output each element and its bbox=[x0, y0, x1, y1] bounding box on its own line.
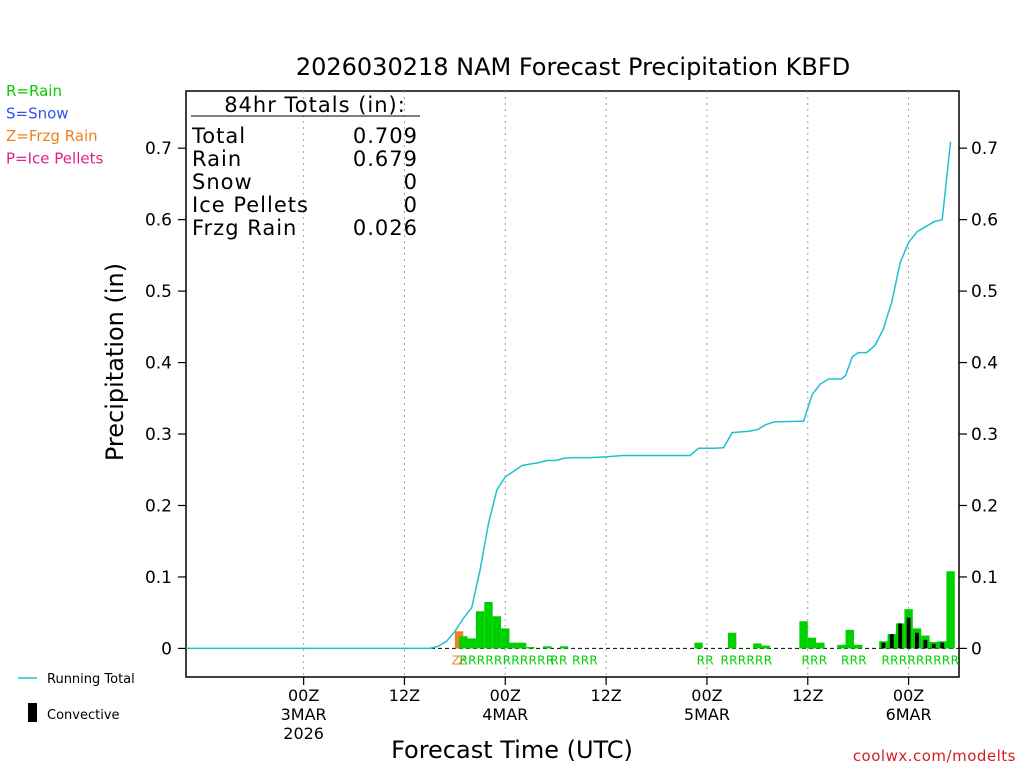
x-tick-label: 12Z bbox=[792, 686, 823, 705]
precip-bar-convective bbox=[931, 644, 936, 649]
type-legend-item: S=Snow bbox=[6, 105, 69, 123]
totals-label: Snow bbox=[192, 170, 253, 194]
x-tick-label: 00Z bbox=[893, 686, 924, 705]
totals-label: Ice Pellets bbox=[192, 193, 309, 217]
x-tick-label: 00Z bbox=[691, 686, 722, 705]
precip-bar-rain bbox=[761, 645, 770, 649]
precip-bar-rain bbox=[816, 642, 825, 649]
totals-value: 0 bbox=[404, 170, 418, 194]
y-tick-label-right: 0 bbox=[971, 639, 982, 659]
precip-bar-rain bbox=[484, 601, 493, 649]
y-tick-label-right: 0.1 bbox=[971, 568, 998, 588]
y-tick-label-right: 0.4 bbox=[971, 354, 998, 374]
x-tick-year: 2026 bbox=[283, 724, 324, 743]
precip-bar-convective bbox=[898, 623, 903, 649]
y-tick-label-right: 0.6 bbox=[971, 211, 998, 231]
x-tick-date: 3MAR bbox=[281, 705, 327, 724]
precip-bar-rain bbox=[946, 571, 955, 649]
precip-bar-rain bbox=[459, 636, 468, 649]
precip-type-label: RRRRRRRRRRR bbox=[459, 653, 554, 667]
totals-value: 0.679 bbox=[353, 147, 418, 171]
precip-type-label: RR bbox=[697, 653, 714, 667]
precip-bar-rain bbox=[467, 638, 476, 649]
totals-value: 0 bbox=[404, 193, 418, 217]
y-tick-label-left: 0.2 bbox=[145, 496, 172, 516]
x-tick-date: 4MAR bbox=[482, 705, 528, 724]
precip-type-label: Z bbox=[458, 653, 467, 667]
precip-bar-rain bbox=[799, 621, 808, 649]
precip-bar-rain bbox=[492, 616, 502, 649]
x-tick-label: 12Z bbox=[590, 686, 621, 705]
precip-bar-convective bbox=[940, 642, 945, 649]
y-tick-label-left: 0.1 bbox=[145, 568, 172, 588]
y-tick-label-right: 0.7 bbox=[971, 139, 998, 159]
convective-legend-label: Convective bbox=[47, 708, 120, 723]
running-total-legend-label: Running Total bbox=[47, 672, 135, 687]
y-tick-label-right: 0.3 bbox=[971, 425, 998, 445]
x-tick-date: 5MAR bbox=[684, 705, 730, 724]
precip-bar-convective bbox=[881, 642, 886, 649]
precip-bar-rain bbox=[517, 642, 527, 649]
precip-bar-convective bbox=[915, 632, 919, 649]
precip-type-label: RRRRRRRRR bbox=[881, 653, 959, 667]
running-total-line bbox=[186, 141, 952, 650]
totals-heading: 84hr Totals (in): bbox=[224, 93, 406, 117]
precip-bar-rain bbox=[501, 628, 510, 649]
x-tick-date: 6MAR bbox=[886, 705, 932, 724]
precip-bar-rain bbox=[845, 629, 854, 649]
type-legend-item: R=Rain bbox=[6, 82, 62, 100]
precip-bar-rain bbox=[727, 632, 737, 649]
precip-bar-rain bbox=[837, 644, 846, 649]
precip-type-label: RR bbox=[550, 653, 567, 667]
totals-value: 0.026 bbox=[353, 216, 418, 240]
precip-bar-convective bbox=[906, 617, 911, 649]
precip-bar-rain bbox=[475, 611, 485, 649]
precip-bar-rain bbox=[753, 643, 762, 649]
y-axis-label: Precipitation (in) bbox=[101, 263, 129, 461]
precip-bar-rain bbox=[509, 642, 518, 649]
precip-bar-rain bbox=[853, 644, 863, 649]
precip-type-label: RRRRRR bbox=[721, 653, 773, 667]
y-tick-label-left: 0.5 bbox=[145, 282, 172, 302]
y-tick-label-left: 0.3 bbox=[145, 425, 172, 445]
precip-bar-rain bbox=[807, 637, 817, 649]
y-tick-label-right: 0.2 bbox=[971, 496, 998, 516]
chart-title: 2026030218 NAM Forecast Precipitation KB… bbox=[296, 53, 850, 81]
y-tick-label-left: 0.7 bbox=[145, 139, 172, 159]
precip-bar-convective bbox=[889, 634, 894, 649]
type-legend-item: Z=Frzg Rain bbox=[6, 127, 98, 145]
precip-bar-rain bbox=[526, 646, 535, 649]
totals-label: Rain bbox=[192, 147, 242, 171]
plot-frame bbox=[185, 90, 960, 678]
precip-type-label: RRR bbox=[572, 653, 598, 667]
precip-bar-convective bbox=[923, 639, 928, 649]
watermark: coolwx.com/modelts bbox=[853, 747, 1016, 765]
precip-bar-rain bbox=[694, 642, 703, 649]
y-tick-label-left: 0 bbox=[161, 639, 172, 659]
precip-bar-rain bbox=[559, 646, 569, 649]
precip-type-label: RRR bbox=[802, 653, 828, 667]
x-tick-label: 00Z bbox=[288, 686, 319, 705]
totals-label: Frzg Rain bbox=[192, 216, 297, 240]
x-tick-label: 00Z bbox=[490, 686, 521, 705]
y-tick-label-right: 0.5 bbox=[971, 282, 998, 302]
y-tick-label-left: 0.6 bbox=[145, 211, 172, 231]
precip-type-label: RRR bbox=[841, 653, 867, 667]
precip-bar-rain bbox=[543, 646, 552, 649]
precip-type-label: Z bbox=[451, 653, 460, 667]
totals-label: Total bbox=[191, 124, 246, 148]
y-tick-label-left: 0.4 bbox=[145, 354, 172, 374]
x-tick-label: 12Z bbox=[389, 686, 420, 705]
type-legend-item: P=Ice Pellets bbox=[6, 150, 103, 168]
totals-value: 0.709 bbox=[353, 124, 418, 148]
x-axis-label: Forecast Time (UTC) bbox=[391, 736, 633, 764]
convective-legend-swatch bbox=[28, 703, 37, 722]
